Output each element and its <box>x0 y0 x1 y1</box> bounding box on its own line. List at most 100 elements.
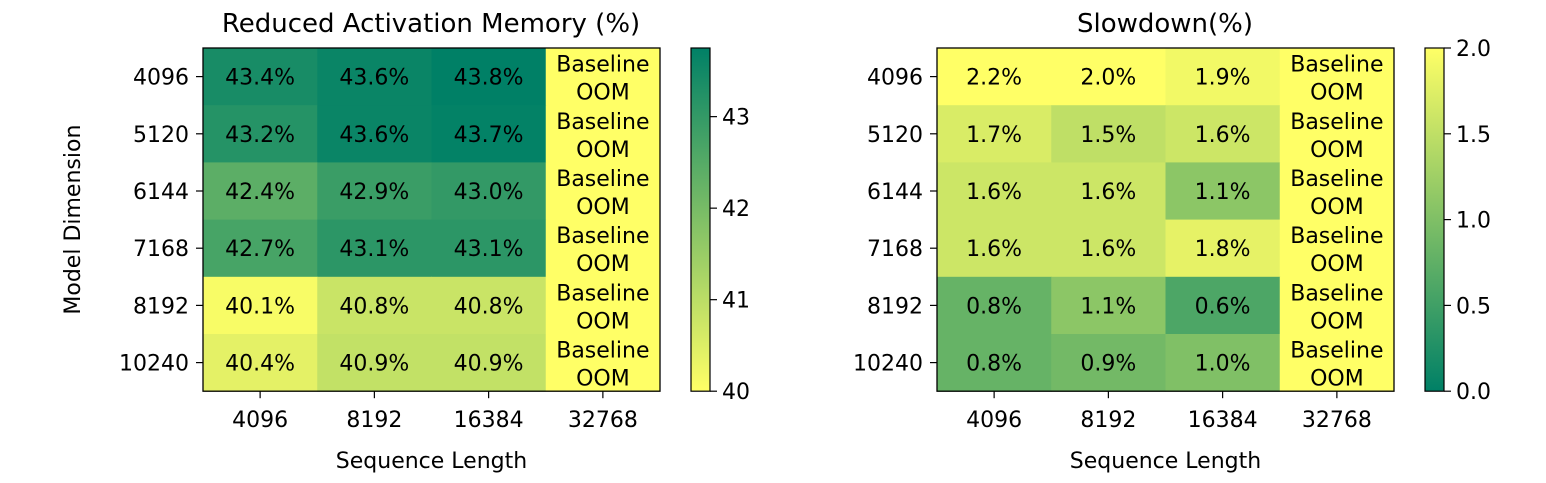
slowdown-heatmap-panel: Slowdown(%) 2.2% 2.0% 1.9% Baseline OOM 1.7% 1.… <box>853 9 1491 474</box>
y-tick-label: 4096 <box>867 66 923 91</box>
heatmap-cell <box>545 334 661 392</box>
cell-note-line: OOM <box>1310 195 1364 220</box>
cell-note-label: Baseline OOM <box>1290 224 1383 277</box>
heatmap-cell <box>203 48 318 106</box>
colorbar-tick-label: 1.5 <box>1456 123 1491 148</box>
cell-value-label: 42.7% <box>225 237 295 262</box>
colorbar-tick-label: 1.0 <box>1456 209 1491 234</box>
memory-heatmap-panel: Reduced Activation Memory (%) 43.4% 43.6% 4… <box>61 9 750 474</box>
heatmap-cell <box>1165 334 1281 392</box>
cell-note-line: Baseline <box>556 53 649 78</box>
heatmap-cell <box>1279 105 1395 163</box>
y-tick-label: 5120 <box>867 123 923 148</box>
cell-note-label: Baseline OOM <box>1290 339 1383 392</box>
cell-note-line: OOM <box>1310 81 1364 106</box>
cell-note-line: Baseline <box>556 224 649 249</box>
cell-value-label: 40.1% <box>225 294 295 319</box>
heatmap-cell <box>937 219 1052 278</box>
y-tick-label: 7168 <box>133 237 189 262</box>
cell-value-label: 2.2% <box>966 66 1022 91</box>
x-axis-label: Sequence Length <box>336 449 527 474</box>
cell-value-label: 43.8% <box>454 66 524 91</box>
cell-value-label: 1.6% <box>1080 180 1136 205</box>
cell-value-label: 1.7% <box>966 123 1022 148</box>
colorbar-tick-label: 0.5 <box>1456 294 1491 319</box>
y-tick-label: 4096 <box>133 66 189 91</box>
colorbar-tick-label: 40 <box>722 380 750 405</box>
cell-value-label: 1.5% <box>1080 123 1136 148</box>
cell-note-line: Baseline <box>556 110 649 135</box>
heatmap-cell <box>545 219 661 278</box>
cell-value-label: 1.8% <box>1195 237 1251 262</box>
heatmap-cell <box>1051 162 1166 221</box>
colorbar <box>690 47 711 392</box>
cell-note-line: Baseline <box>1290 167 1383 192</box>
cell-value-label: 42.4% <box>225 180 295 205</box>
x-axis-label: Sequence Length <box>1070 449 1261 474</box>
cell-value-label: 0.9% <box>1080 352 1136 377</box>
heatmap-cell <box>317 219 432 278</box>
x-tick-label: 16384 <box>454 408 524 433</box>
cell-note-line: Baseline <box>556 339 649 364</box>
y-tick-label: 7168 <box>867 237 923 262</box>
cell-value-label: 40.8% <box>339 294 409 319</box>
cell-note-label: Baseline OOM <box>556 167 649 220</box>
heatmap-cell <box>545 276 661 335</box>
cell-note-label: Baseline OOM <box>1290 167 1383 220</box>
cell-note-line: OOM <box>1310 309 1364 334</box>
heatmap-cell <box>317 276 432 335</box>
cell-note-label: Baseline OOM <box>556 53 649 106</box>
y-tick-label: 8192 <box>133 294 189 319</box>
cell-value-label: 43.0% <box>454 180 524 205</box>
colorbar-tick-label: 0.0 <box>1456 380 1491 405</box>
heatmap-cell <box>317 105 432 163</box>
cell-value-label: 43.6% <box>339 66 409 91</box>
cell-note-line: OOM <box>576 367 630 392</box>
cell-value-label: 1.1% <box>1080 294 1136 319</box>
cell-value-label: 40.8% <box>454 294 524 319</box>
x-tick-label: 4096 <box>966 408 1022 433</box>
cell-value-label: 1.6% <box>1080 237 1136 262</box>
y-tick-label: 5120 <box>133 123 189 148</box>
heatmap-cell <box>203 334 318 392</box>
cell-value-label: 1.9% <box>1195 66 1251 91</box>
heatmap-cell <box>1051 48 1166 106</box>
colorbar-tick-label: 41 <box>722 289 750 314</box>
heatmap-cell <box>431 162 547 221</box>
heatmap-cell <box>1279 334 1395 392</box>
heatmap-cell <box>317 162 432 221</box>
cell-value-label: 43.1% <box>454 237 524 262</box>
x-tick-label: 32768 <box>1302 408 1372 433</box>
heatmap-cell <box>1051 219 1166 278</box>
cell-value-label: 1.6% <box>966 237 1022 262</box>
colorbar-tick-label: 2.0 <box>1456 37 1491 62</box>
cell-value-label: 1.0% <box>1195 352 1251 377</box>
heatmap-cell <box>545 48 661 106</box>
cell-note-label: Baseline OOM <box>1290 110 1383 163</box>
heatmap-cell <box>1279 219 1395 278</box>
colorbar-tick-label: 43 <box>722 106 750 131</box>
cell-note-line: OOM <box>576 81 630 106</box>
cell-note-line: OOM <box>576 195 630 220</box>
x-tick-label: 32768 <box>568 408 638 433</box>
colorbar <box>1424 47 1445 392</box>
x-tick-label: 16384 <box>1188 408 1258 433</box>
heatmap-cell <box>1165 105 1281 163</box>
x-tick-label: 8192 <box>1080 408 1136 433</box>
cell-note-line: OOM <box>576 138 630 163</box>
heatmap-cell <box>1051 276 1166 335</box>
cell-value-label: 40.4% <box>225 352 295 377</box>
heatmap-cell <box>203 276 318 335</box>
y-tick-label: 6144 <box>133 180 189 205</box>
cell-value-label: 43.4% <box>225 66 295 91</box>
y-tick-label: 8192 <box>867 294 923 319</box>
heatmap-cell <box>1051 334 1166 392</box>
y-tick-label: 10240 <box>119 352 189 377</box>
cell-value-label: 43.2% <box>225 123 295 148</box>
heatmap-cell <box>545 105 661 163</box>
cell-value-label: 0.8% <box>966 294 1022 319</box>
heatmap-cell <box>431 219 547 278</box>
cell-note-label: Baseline OOM <box>556 224 649 277</box>
cell-value-label: 43.7% <box>454 123 524 148</box>
chart-title: Reduced Activation Memory (%) <box>222 9 640 39</box>
